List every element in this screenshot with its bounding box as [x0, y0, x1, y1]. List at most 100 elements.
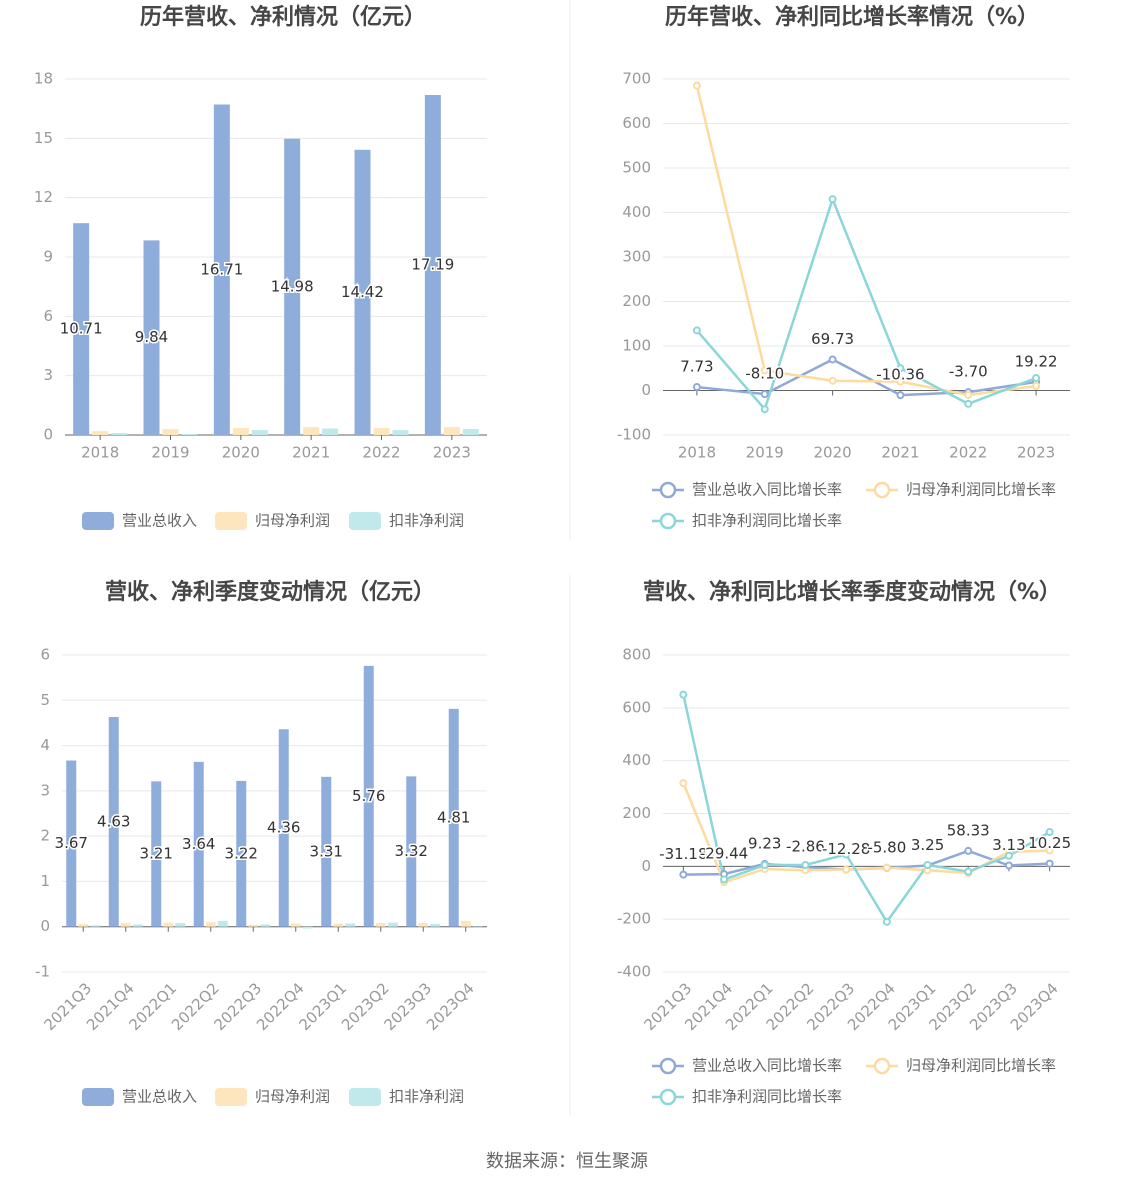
data-label: 3.31 [310, 842, 343, 860]
data-label: 4.36 [267, 818, 300, 836]
x-tick-label: 2023 [1017, 444, 1055, 462]
y-tick-label: 0 [40, 917, 50, 935]
bar [175, 923, 186, 927]
bar [278, 729, 289, 927]
point [842, 850, 851, 859]
bar [290, 923, 301, 927]
legend-label: 扣非净利润同比增长率 [692, 1088, 842, 1106]
point [964, 867, 973, 876]
data-label: 3.21 [140, 845, 173, 863]
legend-marker [659, 481, 677, 499]
legend-swatch [82, 512, 114, 530]
data-label: -5.80 [867, 838, 906, 856]
point [760, 366, 769, 375]
bar [430, 923, 441, 927]
x-tick-label: 2021 [292, 444, 330, 462]
point [679, 690, 688, 699]
bar [387, 922, 398, 927]
bar [92, 431, 109, 435]
legend-label: 扣非净利润 [389, 512, 464, 530]
data-label: -3.70 [949, 363, 988, 381]
x-tick-label: 2020 [813, 444, 851, 462]
legend-label: 归母净利润 [255, 512, 330, 530]
point [1032, 374, 1041, 383]
point [896, 364, 905, 373]
line [695, 195, 1037, 412]
y-tick-label: -1 [35, 963, 50, 981]
bar [424, 95, 441, 436]
data-label: 10.25 [1028, 834, 1071, 852]
y-tick-label: 0 [641, 857, 651, 875]
data-label: 9.23 [748, 834, 781, 852]
legend-label: 营业总收入同比增长率 [692, 481, 842, 499]
point [1032, 382, 1041, 391]
point [923, 861, 932, 870]
data-label: 17.19 [411, 256, 454, 274]
legend-swatch [215, 512, 247, 530]
data-label: 10.71 [60, 320, 103, 338]
bar [232, 428, 249, 435]
chart-title: 历年营收、净利情况（亿元） [140, 4, 426, 30]
bar [205, 922, 216, 927]
legend-marker [659, 512, 677, 530]
y-tick-label: 6 [40, 646, 50, 664]
x-tick-label: 2019 [151, 444, 189, 462]
bar [132, 924, 143, 927]
bar [333, 923, 344, 927]
legend-label: 归母净利润同比增长率 [906, 481, 1056, 499]
bar [181, 434, 198, 435]
y-tick-label: 400 [622, 203, 651, 221]
line [682, 782, 1050, 884]
bar [111, 433, 128, 435]
x-tick-label: 2018 [678, 444, 716, 462]
data-label: 58.33 [947, 821, 990, 839]
y-tick-label: -100 [617, 426, 651, 444]
bar [322, 428, 339, 435]
bar [363, 665, 374, 927]
data-label: 4.81 [437, 808, 470, 826]
point [828, 355, 837, 364]
legend-marker [873, 481, 891, 499]
data-label: 16.71 [200, 260, 243, 278]
y-tick-label: 300 [622, 248, 651, 266]
data-label: 19.22 [1015, 352, 1058, 370]
point [1045, 827, 1054, 836]
y-tick-label: 600 [622, 114, 651, 132]
y-tick-label: 0 [43, 426, 53, 444]
point [1045, 859, 1054, 868]
legend-swatch [215, 1088, 247, 1106]
point [896, 377, 905, 386]
bar [392, 430, 409, 435]
legend-marker [659, 1057, 677, 1075]
bar [193, 761, 204, 927]
line [696, 358, 1037, 397]
legend-swatch [349, 512, 381, 530]
y-tick-label: 500 [622, 159, 651, 177]
data-label: -12.28 [822, 840, 870, 858]
y-tick-label: 5 [40, 691, 50, 709]
line [695, 85, 1037, 397]
line [682, 694, 1051, 925]
point [679, 779, 688, 788]
bar [345, 923, 356, 927]
legend-label: 营业总收入 [122, 512, 197, 530]
data-label: 5.76 [352, 787, 385, 805]
chart-title: 营收、净利季度变动情况（亿元） [105, 579, 435, 605]
legend-label: 扣非净利润 [389, 1088, 464, 1106]
point [1004, 861, 1013, 870]
point [964, 846, 973, 855]
bar [460, 920, 471, 927]
data-label: 3.22 [225, 844, 258, 862]
bar [108, 717, 119, 927]
bar [354, 149, 371, 435]
point [692, 326, 701, 335]
point [964, 390, 973, 399]
y-tick-label: 15 [34, 129, 53, 147]
y-tick-label: 400 [622, 751, 651, 769]
y-tick-label: 9 [43, 248, 53, 266]
y-tick-label: 700 [622, 70, 651, 88]
point [896, 391, 905, 400]
point [1004, 851, 1013, 860]
x-tick-label: 2023 [433, 444, 471, 462]
